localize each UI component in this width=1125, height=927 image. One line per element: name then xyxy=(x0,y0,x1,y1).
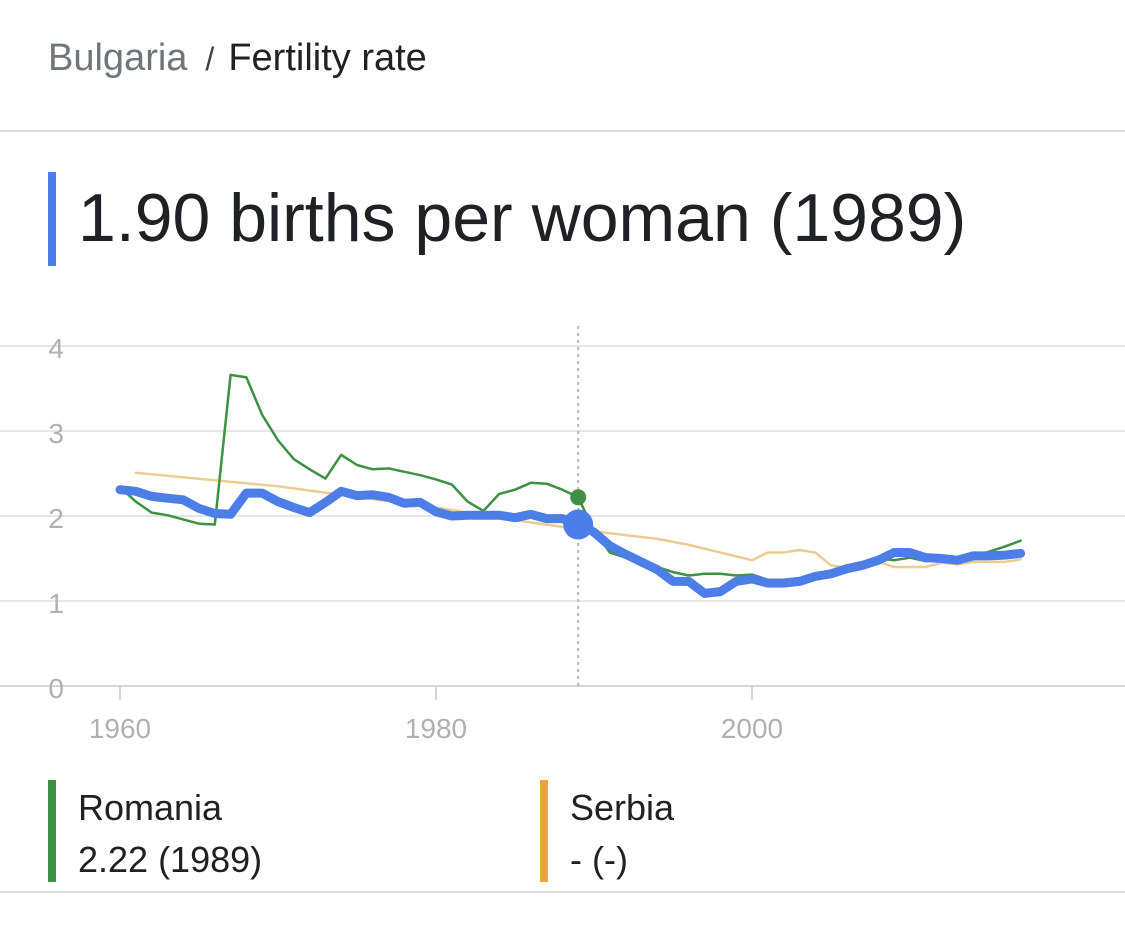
series-line-romania xyxy=(118,373,1022,582)
y-tick-label: 1 xyxy=(48,588,64,619)
breadcrumb-topic: Fertility rate xyxy=(228,37,427,79)
breadcrumb: Bulgaria / Fertility rate xyxy=(48,32,427,85)
legend-color-bar xyxy=(48,780,56,882)
breadcrumb-separator: / xyxy=(205,41,215,77)
legend-name: Romania xyxy=(78,787,223,828)
x-tick-label: 1960 xyxy=(89,713,151,744)
point-romania-highlight xyxy=(570,489,587,506)
footer-divider xyxy=(0,891,1125,893)
y-tick-label: 4 xyxy=(48,333,64,364)
header-divider xyxy=(0,130,1125,132)
headline-accent-bar xyxy=(48,172,56,266)
y-tick-label: 0 xyxy=(48,673,64,704)
legend-value: - (-) xyxy=(570,839,628,880)
legend-name: Serbia xyxy=(570,787,675,828)
y-tick-label: 2 xyxy=(48,503,64,534)
headline-value: 1.90 births per woman (1989) xyxy=(78,180,967,256)
breadcrumb-country-link[interactable]: Bulgaria xyxy=(48,37,188,79)
x-tick-label: 2000 xyxy=(721,713,783,744)
legend-value: 2.22 (1989) xyxy=(78,839,263,880)
fertility-line-chart[interactable]: 0 1 2 3 4 1960 1980 2000 xyxy=(0,300,1125,770)
x-tick-label: 1980 xyxy=(405,713,467,744)
point-bulgaria-highlight xyxy=(563,509,594,540)
series-line-bulgaria xyxy=(115,485,1026,598)
legend-color-bar xyxy=(540,780,548,882)
y-tick-label: 3 xyxy=(48,418,64,449)
